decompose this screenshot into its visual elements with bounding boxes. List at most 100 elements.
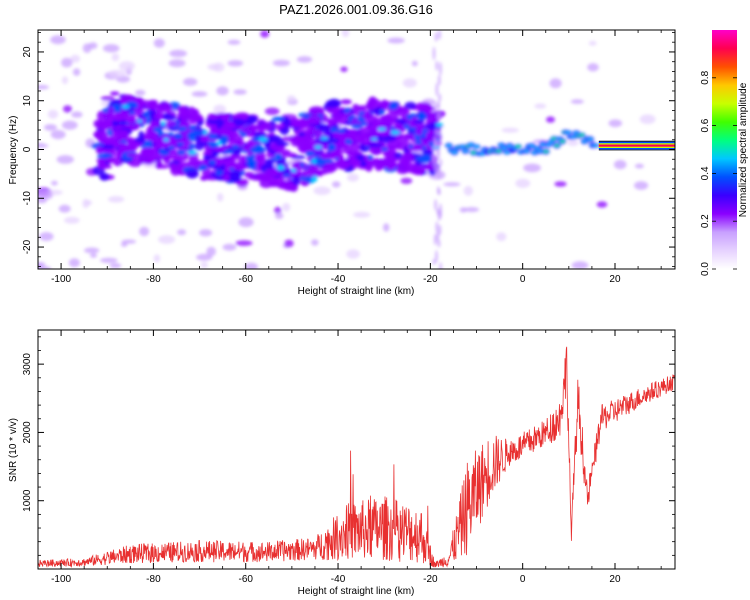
spectrogram-blob [634, 163, 644, 169]
spectrogram-blob [287, 95, 296, 103]
spectrogram-blob [382, 116, 395, 123]
spectrogram-blob [126, 152, 140, 158]
spectrogram-blob [99, 172, 110, 181]
spectrogram-blob [72, 68, 81, 76]
spectrogram-blob [371, 137, 378, 141]
spectrogram-blob [142, 112, 150, 116]
y-tick-label: 2000 [22, 421, 33, 444]
spectrogram-blob [90, 253, 97, 258]
spectrogram-blob [349, 160, 359, 166]
spectrogram-blob [336, 141, 346, 147]
spectrogram-blob [336, 129, 345, 133]
spectrogram-blob [388, 102, 399, 110]
spectrogram-blob [145, 128, 154, 136]
spectrogram-blob [314, 145, 323, 149]
spectrogram-blob [359, 134, 370, 145]
spectrogram-blob [367, 115, 379, 126]
spectrogram-blob [275, 141, 290, 147]
spectrogram-blob [296, 120, 306, 127]
spectrogram-blob [187, 160, 202, 168]
spectrogram-blob [137, 152, 150, 161]
spectrogram-blob [408, 145, 414, 149]
spectrogram-blob [136, 119, 143, 123]
spectrogram-blob [307, 114, 322, 125]
spectrogram-tone [598, 140, 675, 151]
spectrogram-blob [50, 129, 66, 140]
spectrogram-blob [417, 105, 432, 110]
spectrogram-blob [410, 127, 416, 131]
spectrogram-blob [443, 182, 461, 187]
spectrogram-blob [350, 142, 361, 152]
spectrogram-blob [158, 129, 163, 135]
spectrogram-blob [109, 263, 122, 269]
spectrogram-blob [264, 107, 280, 116]
spectrogram-blob [163, 154, 171, 165]
spectrogram-blob [250, 146, 266, 154]
spectrogram-blob [311, 239, 319, 246]
spectrogram-blob [212, 147, 226, 153]
snr-series-line [38, 346, 675, 568]
spectrogram-blob [534, 103, 547, 109]
spectrogram-blob [216, 141, 222, 145]
spectrogram-blob [570, 136, 577, 139]
spectrogram-blob [163, 120, 178, 128]
colorbar-tick-label: 0.2 [700, 214, 711, 228]
spectrogram-blob [139, 123, 145, 128]
spectrogram-blob [209, 142, 216, 148]
spectrogram-blob [394, 152, 403, 159]
spectrogram-blob [404, 101, 417, 110]
spectrogram-blob [139, 226, 150, 237]
spectrogram-blob [292, 175, 301, 186]
colorbar-scale [712, 30, 737, 269]
spectrogram-blob [314, 129, 322, 139]
spectrogram-blob [71, 111, 83, 118]
spectrogram-blob [101, 144, 115, 150]
spectrogram-blob [344, 109, 350, 113]
snr-x-label: Height of straight line (km) [298, 586, 415, 597]
spectrogram-blob [437, 139, 441, 146]
spectrogram-blob [253, 131, 267, 138]
x-tick-label: -100 [51, 574, 71, 585]
spectrogram-blob [291, 135, 300, 143]
spectrogram-blob [134, 137, 145, 143]
spectrogram-blob [228, 161, 235, 168]
spectrogram-blob [357, 117, 366, 122]
spectrogram-blob [153, 254, 161, 263]
spectrogram-blob [191, 91, 208, 97]
spectrogram-blob [176, 142, 185, 146]
spectrogram-blob [129, 144, 138, 152]
colorbar: 0.0 0.2 0.4 0.6 0.8 Normalized spectral ampl… [700, 30, 749, 276]
spectrogram-blob [300, 162, 304, 168]
snr-y-label: SNR (10 * v/v) [8, 418, 19, 482]
spectrogram-blob [64, 216, 80, 224]
spectrogram-blob [587, 137, 594, 141]
spectrogram-blob [634, 181, 649, 190]
spectrogram-blob [435, 221, 439, 233]
spectrogram-blob [260, 30, 270, 38]
spectrogram-blob [109, 91, 120, 96]
spectrogram-blob [216, 86, 229, 96]
spectrogram-blob [402, 152, 415, 161]
spectrogram-blob [272, 59, 290, 67]
spectrogram-blob [407, 115, 413, 120]
spectrogram-blob [439, 158, 443, 167]
spectrogram-blob [437, 239, 441, 248]
y-tick-label: 3000 [22, 353, 33, 376]
spectrogram-blob [345, 139, 352, 144]
spectrogram-blob [351, 124, 363, 129]
spectrogram-blob [459, 145, 466, 148]
spectrogram-blob [367, 155, 374, 160]
spectrogram-blob [350, 129, 359, 136]
spectrogram-blob [432, 46, 436, 61]
spectrogram-blob [377, 127, 387, 131]
spectrogram-blob [284, 239, 294, 248]
spectrogram-blob [340, 66, 348, 73]
spectrogram-blob [417, 112, 426, 121]
spectrogram-blob [155, 159, 162, 169]
spectrogram-blob [264, 160, 274, 169]
spectrogram-blob [249, 166, 257, 170]
spectrogram-tone-core [598, 144, 675, 147]
spectrogram-blob [244, 262, 258, 269]
